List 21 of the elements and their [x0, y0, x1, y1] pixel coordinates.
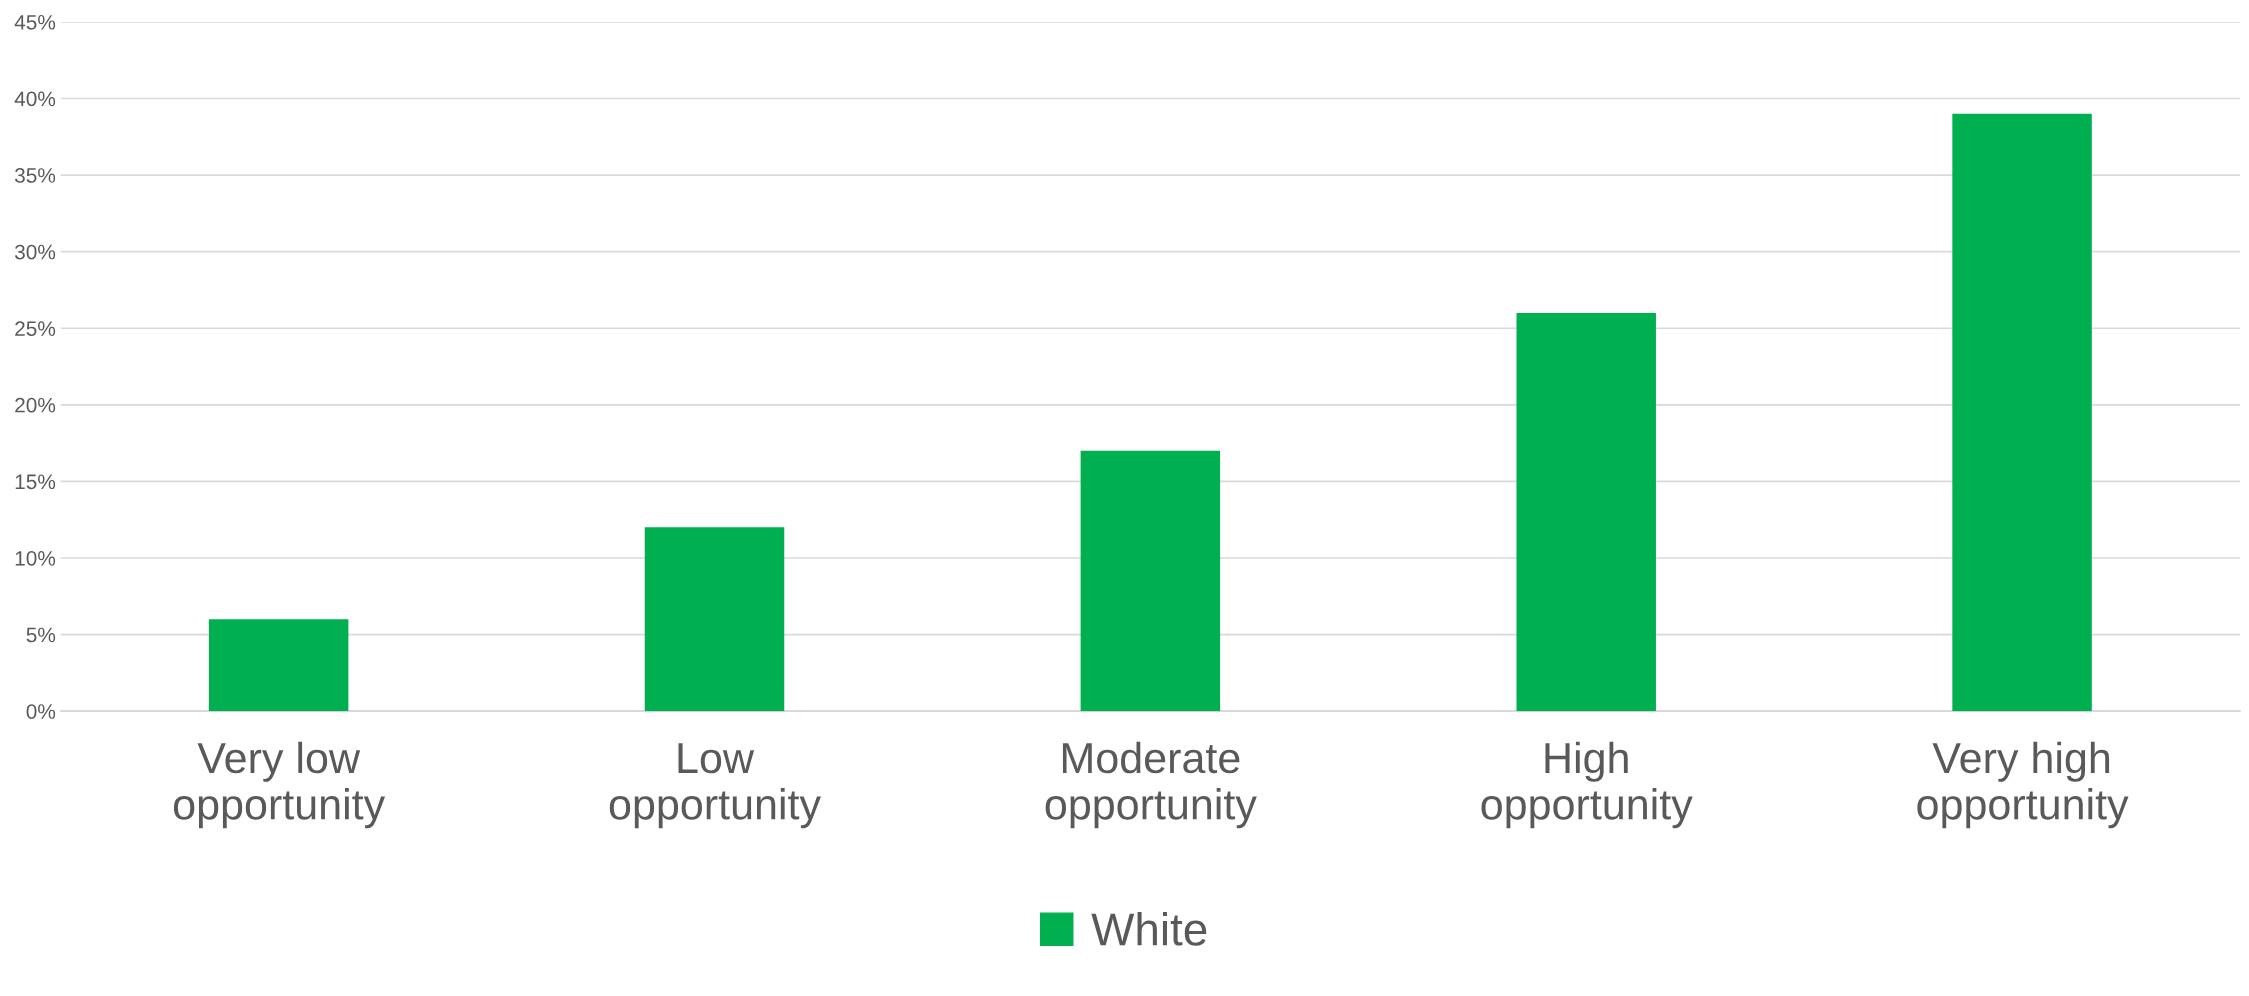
y-tick-label: 15%: [15, 474, 56, 490]
y-tick-label: 45%: [14, 15, 56, 30]
x-tick-label: Very high opportunity: [1917, 741, 2129, 829]
y-tick-label: 25%: [15, 321, 56, 336]
y-tick-label: 35%: [14, 168, 56, 183]
bar: [1080, 450, 1221, 712]
y-tick-label: 10%: [15, 550, 56, 566]
y-tick-label: 30%: [14, 244, 56, 260]
y-tick-label: 0%: [26, 704, 56, 719]
legend-label: White: [1091, 912, 1207, 946]
x-tick-label: High opportunity: [1481, 741, 1693, 829]
bar: [644, 527, 785, 712]
y-tick-label: 20%: [15, 397, 56, 413]
bar: [1516, 312, 1656, 712]
y-tick-label: 5%: [26, 627, 56, 643]
x-tick-label: Very low opportunity: [173, 741, 386, 829]
x-tick-label: Low opportunity: [609, 743, 821, 829]
bar: [1952, 113, 2092, 712]
bar: [208, 619, 349, 712]
x-tick-label: Moderate opportunity: [1045, 741, 1257, 829]
y-tick-label: 40%: [14, 91, 56, 107]
